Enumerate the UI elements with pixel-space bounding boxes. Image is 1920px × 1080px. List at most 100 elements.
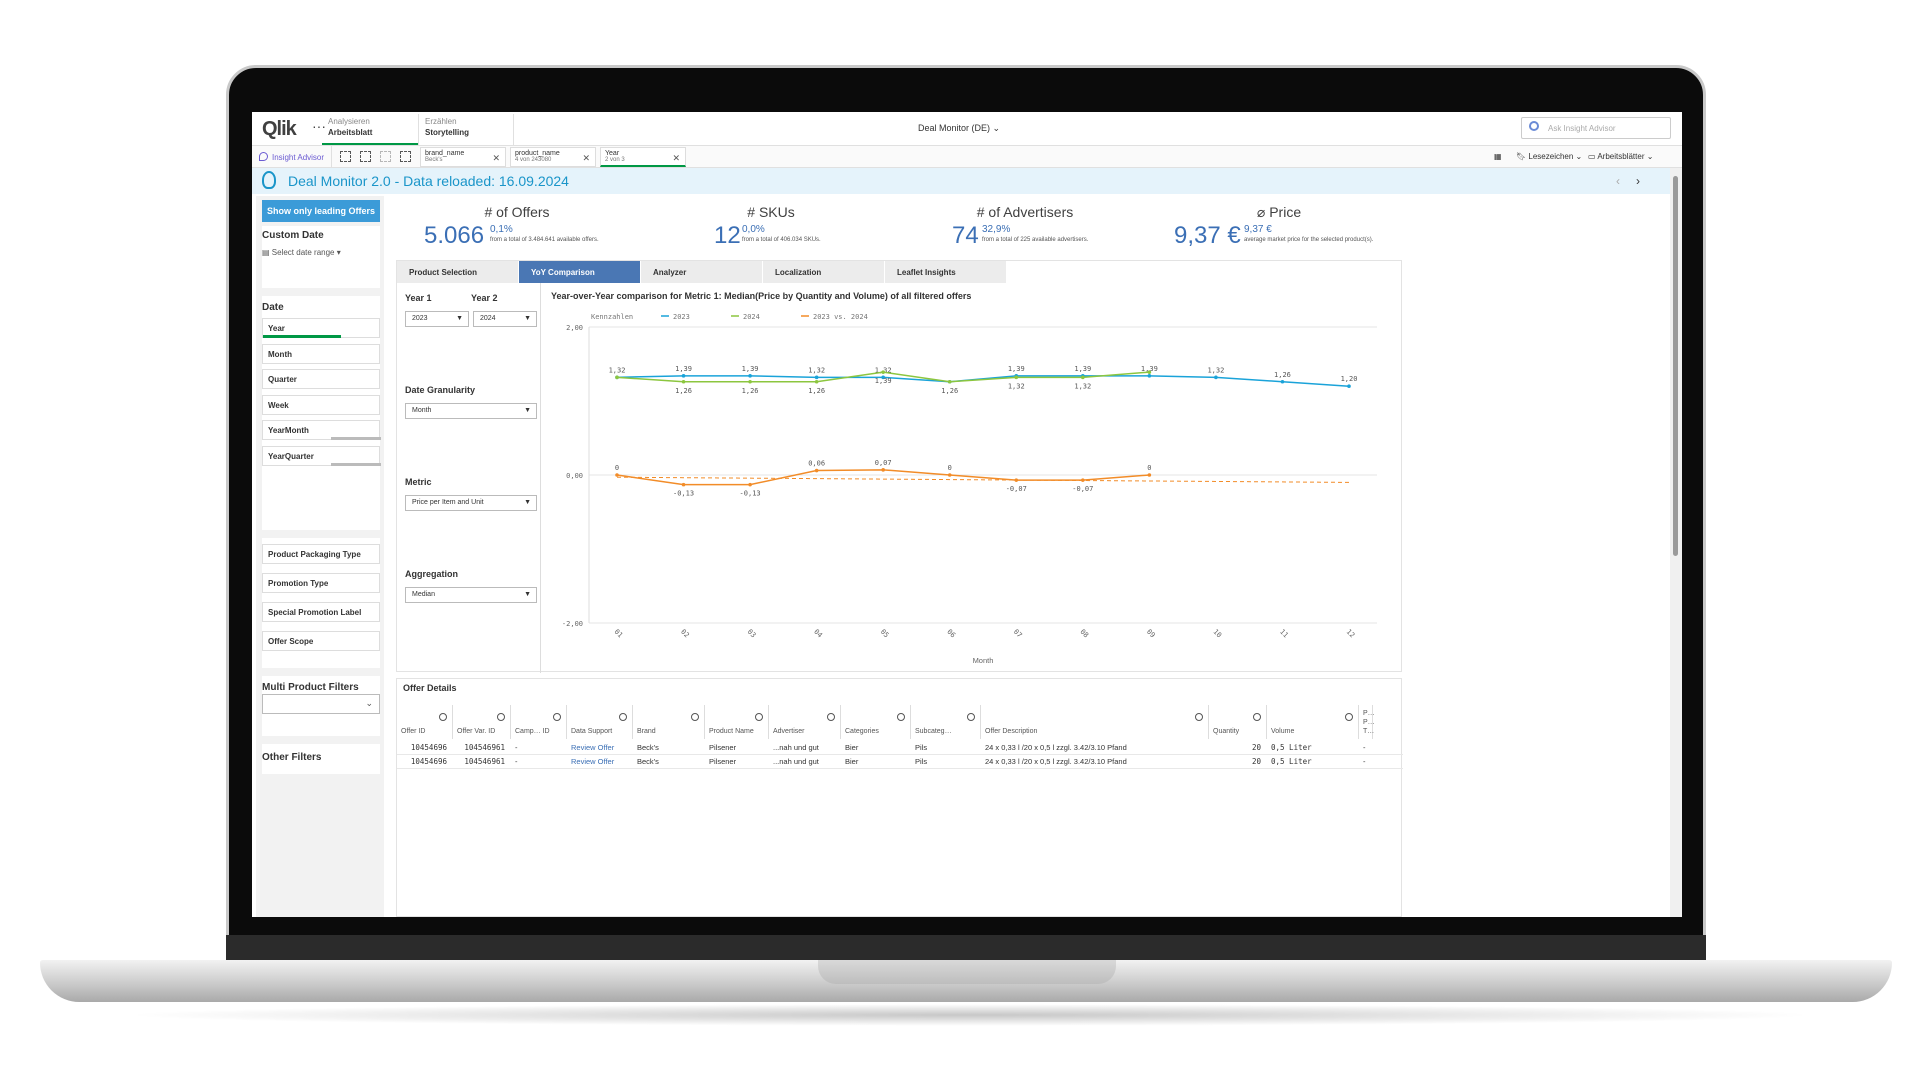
- filter-special-promotion[interactable]: Special Promotion Label: [262, 602, 380, 622]
- column-header[interactable]: Quantity: [1209, 705, 1267, 739]
- qlik-logo[interactable]: Qlik: [262, 118, 297, 140]
- selection-chip-year[interactable]: Year 2 von 3 ✕: [600, 147, 686, 167]
- app-title[interactable]: Deal Monitor (DE) ⌄: [918, 123, 1001, 133]
- selection-tool-icon[interactable]: [360, 151, 371, 162]
- tab-product-selection[interactable]: Product Selection: [397, 261, 519, 283]
- search-icon[interactable]: [439, 713, 447, 721]
- close-icon[interactable]: ✕: [582, 153, 590, 163]
- tab-story-sub: Storytelling: [425, 128, 470, 137]
- table-row[interactable]: 10454696 104546961 - Review Offer Beck's Pils…: [397, 755, 1403, 769]
- filter-packaging-type[interactable]: Product Packaging Type: [262, 544, 380, 564]
- year1-select[interactable]: 2023 ▼: [405, 311, 469, 327]
- search-icon[interactable]: [691, 713, 699, 721]
- kpi-price[interactable]: ⌀ Price 9,37 € 9,37 € average market pri…: [1152, 202, 1406, 254]
- scrollbar-thumb[interactable]: [1673, 176, 1678, 556]
- filter-year[interactable]: Year: [262, 318, 380, 338]
- next-sheet-button[interactable]: ›: [1636, 174, 1640, 188]
- granularity-select[interactable]: Month ▼: [405, 403, 537, 419]
- review-offer-link[interactable]: Review Offer: [571, 757, 615, 766]
- tab-analyzer[interactable]: Analyzer: [641, 261, 763, 283]
- vertical-scrollbar[interactable]: [1670, 168, 1682, 917]
- date-label: Date: [262, 302, 284, 313]
- search-icon[interactable]: [1253, 713, 1261, 721]
- search-icon[interactable]: [827, 713, 835, 721]
- close-icon[interactable]: ✕: [492, 153, 500, 163]
- data-label: 1,32: [1008, 382, 1025, 390]
- filter-label: Year: [268, 324, 285, 333]
- select-value: Median: [412, 591, 435, 598]
- tab-leaflet-insights[interactable]: Leaflet Insights: [885, 261, 1007, 283]
- column-header[interactable]: Advertiser: [769, 705, 841, 739]
- trend-line: [616, 476, 1350, 483]
- search-icon[interactable]: [553, 713, 561, 721]
- column-header[interactable]: Brand: [633, 705, 705, 739]
- bookmarks-button[interactable]: 🔖︎ Lesezeichen ⌄: [1516, 152, 1583, 161]
- filter-month[interactable]: Month: [262, 344, 380, 364]
- clear-selections-icon[interactable]: [400, 151, 411, 162]
- grid-icon[interactable]: ▦: [1494, 152, 1502, 161]
- metric-select[interactable]: Price per Item and Unit ▼: [405, 495, 537, 511]
- filter-yearmonth[interactable]: YearMonth: [262, 420, 381, 440]
- column-header[interactable]: Offer ID: [397, 705, 453, 739]
- table-row[interactable]: 10454696 104546961 - Review Offer Beck's Pils…: [397, 741, 1403, 755]
- show-leading-offers-button[interactable]: Show only leading Offers: [262, 200, 380, 222]
- close-icon[interactable]: ✕: [672, 153, 680, 163]
- filter-week[interactable]: Week: [262, 395, 380, 415]
- column-header[interactable]: Camp… ID: [511, 705, 567, 739]
- year2-select[interactable]: 2024 ▼: [473, 311, 537, 327]
- column-header-label: Brand: [637, 728, 656, 735]
- column-header[interactable]: Volume: [1267, 705, 1359, 739]
- yoy-line-chart[interactable]: 2,00 0,00 -2,00 01 02 03 04 05 06 07 08 09 10 11 12 Mon…: [547, 305, 1397, 665]
- column-header[interactable]: Offer Description: [981, 705, 1209, 739]
- aggregation-select[interactable]: Median ▼: [405, 587, 537, 603]
- date-range-input[interactable]: ▤ Select date range ▾: [262, 248, 341, 257]
- kpi-offers[interactable]: # of Offers 5.066 0,1% from a total of 3…: [396, 202, 638, 254]
- kpi-advertisers[interactable]: # of Advertisers 74 32,9% from a total o…: [904, 202, 1146, 254]
- search-icon[interactable]: [1195, 713, 1203, 721]
- selection-chip-brand[interactable]: brand_name Beck's ✕: [420, 147, 506, 167]
- tab-storytelling[interactable]: Erzählen Storytelling: [418, 114, 514, 145]
- smart-search-icon[interactable]: [340, 151, 351, 162]
- search-icon[interactable]: [897, 713, 905, 721]
- select-value: Price per Item and Unit: [412, 499, 484, 506]
- filter-yearquarter[interactable]: YearQuarter: [262, 446, 381, 466]
- y-tick-label: -2,00: [562, 620, 583, 628]
- selection-chip-product[interactable]: product_name 4 von 243080 ✕: [510, 147, 596, 167]
- search-icon[interactable]: [1345, 713, 1353, 721]
- table-cell: -: [515, 743, 518, 752]
- column-header-label: Offer ID: [401, 728, 426, 735]
- search-icon[interactable]: [755, 713, 763, 721]
- kpi-skus[interactable]: # SKUs 12 0,0% from a total of 406.034 S…: [644, 202, 898, 254]
- search-icon[interactable]: [619, 713, 627, 721]
- search-icon[interactable]: [967, 713, 975, 721]
- offer-details-table: Offer Details Offer ID Offer Var. ID Camp……: [396, 678, 1403, 917]
- insight-advisor-button[interactable]: Insight Advisor: [252, 146, 332, 168]
- data-label: 0,07: [875, 459, 892, 467]
- insight-advisor-search[interactable]: Ask Insight Advisor: [1521, 117, 1671, 139]
- filter-label: YearQuarter: [268, 452, 314, 461]
- chip-value: 2 von 3: [605, 157, 625, 163]
- column-header[interactable]: Categories: [841, 705, 911, 739]
- search-icon[interactable]: [497, 713, 505, 721]
- tab-yoy-comparison[interactable]: YoY Comparison: [519, 261, 641, 283]
- table-cell: ...nah und gut: [773, 743, 819, 752]
- review-offer-link[interactable]: Review Offer: [571, 743, 615, 752]
- step-back-icon[interactable]: [380, 151, 391, 162]
- column-header[interactable]: Data Support: [567, 705, 633, 739]
- column-header[interactable]: P… P… T…: [1359, 705, 1375, 739]
- data-point: [615, 375, 619, 380]
- more-menu-icon[interactable]: ···: [312, 118, 326, 134]
- column-header[interactable]: Subcateg…: [911, 705, 981, 739]
- tab-localization[interactable]: Localization: [763, 261, 885, 283]
- tab-analyze[interactable]: Analysieren Arbeitsblatt: [322, 114, 418, 145]
- x-tick-label: 08: [1078, 628, 1090, 640]
- column-header[interactable]: Product Name: [705, 705, 769, 739]
- column-header[interactable]: Offer Var. ID: [453, 705, 511, 739]
- sheets-button[interactable]: ▭ Arbeitsblätter ⌄: [1588, 152, 1654, 161]
- filter-offer-scope[interactable]: Offer Scope: [262, 631, 380, 651]
- filter-promotion-type[interactable]: Promotion Type: [262, 573, 380, 593]
- prev-sheet-button[interactable]: ‹: [1616, 174, 1620, 188]
- filter-quarter[interactable]: Quarter: [262, 369, 380, 389]
- multi-product-select[interactable]: ⌄: [262, 694, 380, 714]
- column-header-label: Product Name: [709, 728, 754, 735]
